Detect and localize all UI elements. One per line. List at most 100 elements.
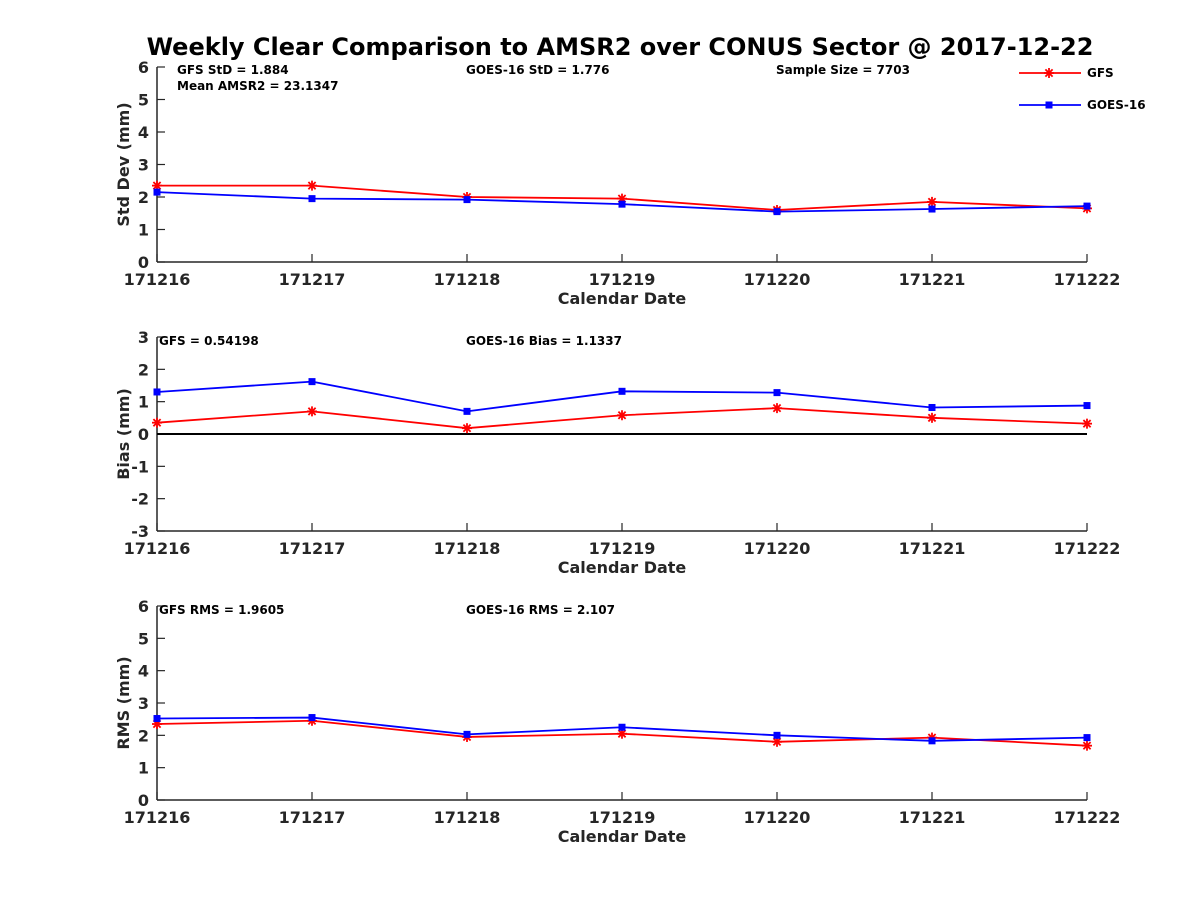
y-tick-label: 2 <box>138 188 149 207</box>
chart-title: Weekly Clear Comparison to AMSR2 over CO… <box>147 33 1094 61</box>
data-point <box>618 200 626 208</box>
x-tick-label: 171221 <box>899 270 966 289</box>
x-axis-label: Calendar Date <box>558 289 687 308</box>
x-tick-label: 171219 <box>589 808 656 827</box>
data-point <box>308 714 316 722</box>
data-point <box>772 403 782 414</box>
x-tick-label: 171219 <box>589 539 656 558</box>
x-tick-label: 171218 <box>434 270 501 289</box>
data-point <box>1083 402 1091 410</box>
data-point <box>773 208 781 216</box>
chart-legend: GFS GOES-16 <box>1019 66 1146 112</box>
x-tick-label: 171220 <box>744 270 811 289</box>
y-tick-label: 0 <box>138 791 149 810</box>
y-tick-label: 0 <box>138 253 149 272</box>
data-point <box>307 406 317 417</box>
legend-item-gfs: GFS <box>1019 66 1114 80</box>
series-goes-16 <box>153 714 1091 745</box>
chart-panels: 0 1 2 3 4 5 6 171216 171217 171218 171219 171220 171… <box>114 58 1120 846</box>
legend-marker <box>1044 68 1054 78</box>
y-axis-label: RMS (mm) <box>114 656 133 749</box>
stat-annotation: Mean AMSR2 = 23.1347 <box>177 79 338 93</box>
x-tick-label: 171222 <box>1054 270 1121 289</box>
x-tick-label: 171217 <box>279 539 346 558</box>
x-tick-label: 171218 <box>434 539 501 558</box>
stat-annotation: GOES-16 StD = 1.776 <box>466 63 609 77</box>
data-point <box>1083 734 1091 742</box>
x-tick-label: 171218 <box>434 808 501 827</box>
legend-marker <box>1045 101 1053 109</box>
panel-1: 0 1 2 3 4 5 6 171216 171217 171218 171219 171220 171… <box>114 58 1120 308</box>
data-point <box>773 731 781 739</box>
data-point <box>1082 740 1092 751</box>
y-tick-label: 6 <box>138 58 149 77</box>
data-point <box>927 196 937 207</box>
legend-label: GOES-16 <box>1087 98 1146 112</box>
data-point <box>773 389 781 397</box>
x-tick-label: 171219 <box>589 270 656 289</box>
x-tick-label: 171216 <box>124 808 191 827</box>
data-point <box>1083 202 1091 210</box>
data-point <box>153 188 161 196</box>
stat-annotation: GOES-16 RMS = 2.107 <box>466 603 615 617</box>
data-point <box>928 205 936 213</box>
y-axis-label: Std Dev (mm) <box>114 102 133 226</box>
series-line <box>156 380 1088 413</box>
series-goes-16 <box>153 188 1091 216</box>
data-point <box>463 407 471 415</box>
y-tick-label: 5 <box>138 629 149 648</box>
data-point <box>307 180 317 191</box>
panel-3: 0 1 2 3 4 5 6 171216 171217 171218 171219 171220 171… <box>114 597 1120 846</box>
data-point <box>928 737 936 745</box>
y-tick-label: 3 <box>138 328 149 347</box>
y-tick-label: 3 <box>138 694 149 713</box>
data-point <box>153 715 161 723</box>
x-tick-label: 171220 <box>744 539 811 558</box>
series-gfs <box>152 715 1092 751</box>
y-tick-label: 4 <box>138 123 149 142</box>
data-point <box>618 387 626 395</box>
data-point <box>152 417 162 428</box>
x-tick-label: 171220 <box>744 808 811 827</box>
data-point <box>308 195 316 203</box>
y-tick-label: -3 <box>131 522 149 541</box>
data-point <box>1082 418 1092 429</box>
data-point <box>153 388 161 396</box>
y-tick-label: 1 <box>138 393 149 412</box>
data-point <box>462 423 472 434</box>
stat-annotation: GOES-16 Bias = 1.1337 <box>466 334 622 348</box>
data-point <box>928 403 936 411</box>
stat-annotation: Sample Size = 7703 <box>776 63 910 77</box>
stat-annotation: GFS = 0.54198 <box>159 334 259 348</box>
y-tick-label: 6 <box>138 597 149 616</box>
y-tick-label: 0 <box>138 425 149 444</box>
y-tick-label: -1 <box>131 457 149 476</box>
x-tick-label: 171216 <box>124 539 191 558</box>
y-axis-label: Bias (mm) <box>114 388 133 480</box>
x-tick-label: 171222 <box>1054 808 1121 827</box>
x-tick-label: 171221 <box>899 539 966 558</box>
y-tick-label: 1 <box>138 759 149 778</box>
series-gfs <box>152 403 1092 434</box>
data-point <box>463 196 471 204</box>
x-tick-label: 171221 <box>899 808 966 827</box>
data-point <box>617 410 627 421</box>
y-tick-label: -2 <box>131 490 149 509</box>
y-tick-label: 1 <box>138 221 149 240</box>
x-axis-label: Calendar Date <box>558 558 687 577</box>
data-point <box>927 412 937 423</box>
data-point <box>618 723 626 731</box>
x-tick-label: 171217 <box>279 808 346 827</box>
y-tick-label: 4 <box>138 662 149 681</box>
legend-item-goes-16: GOES-16 <box>1019 98 1146 112</box>
legend-label: GFS <box>1087 66 1114 80</box>
data-point <box>463 730 471 738</box>
x-tick-label: 171216 <box>124 270 191 289</box>
y-tick-label: 2 <box>138 726 149 745</box>
y-tick-label: 5 <box>138 91 149 110</box>
data-point <box>152 180 162 191</box>
y-tick-label: 2 <box>138 360 149 379</box>
panel-2: -3 -2 -1 0 1 2 3 171216 171217 171218 171219 171220… <box>114 328 1120 577</box>
